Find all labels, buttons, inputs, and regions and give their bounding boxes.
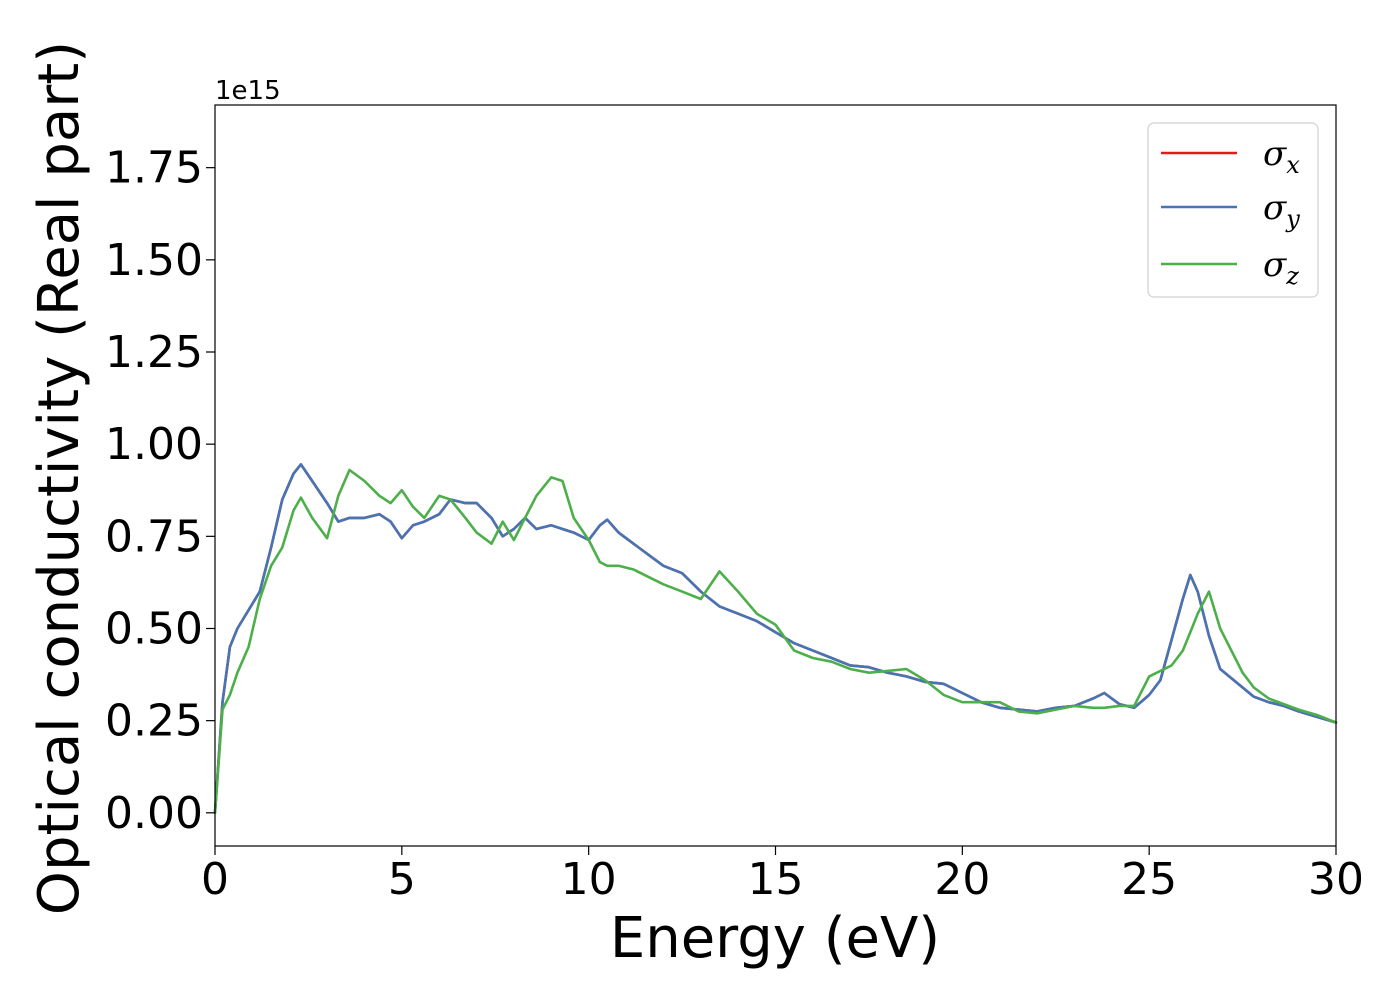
x-tick-label: 30 [1308,854,1364,905]
y-axis: 0.00 0.25 0.50 0.75 1.00 1.25 1.50 1.75 [105,143,215,839]
y-axis-title: Optical conductivity (Real part) [27,41,92,915]
series-line-y [213,463,1338,815]
x-tick-label: 15 [748,854,804,905]
y-offset-label: 1e15 [215,76,281,106]
legend-label-x: σx [1263,134,1300,179]
legend: σx σy σz [1147,122,1319,298]
y-tick-label: 1.00 [105,419,203,470]
y-tick-label: 0.25 [105,696,203,747]
series-layer [213,463,1338,815]
x-axis: 0 5 10 15 20 25 30 [201,846,1364,905]
series-line-z [213,468,1338,815]
x-axis-title: Energy (eV) [610,906,940,971]
y-tick-label: 1.50 [105,235,203,286]
y-tick-label: 0.50 [105,603,203,654]
x-tick-label: 20 [934,854,990,905]
legend-label-z: σz [1263,245,1299,290]
plot-area [213,104,1338,847]
x-tick-label: 10 [561,854,617,905]
y-tick-label: 0.75 [105,511,203,562]
x-tick-label: 25 [1121,854,1177,905]
legend-box [1147,122,1319,298]
x-tick-label: 5 [388,854,416,905]
legend-label-y: σy [1263,188,1300,233]
y-tick-label: 1.75 [105,143,203,194]
y-tick-label: 0.00 [105,788,203,839]
x-tick-label: 0 [201,854,229,905]
y-tick-label: 1.25 [105,327,203,378]
